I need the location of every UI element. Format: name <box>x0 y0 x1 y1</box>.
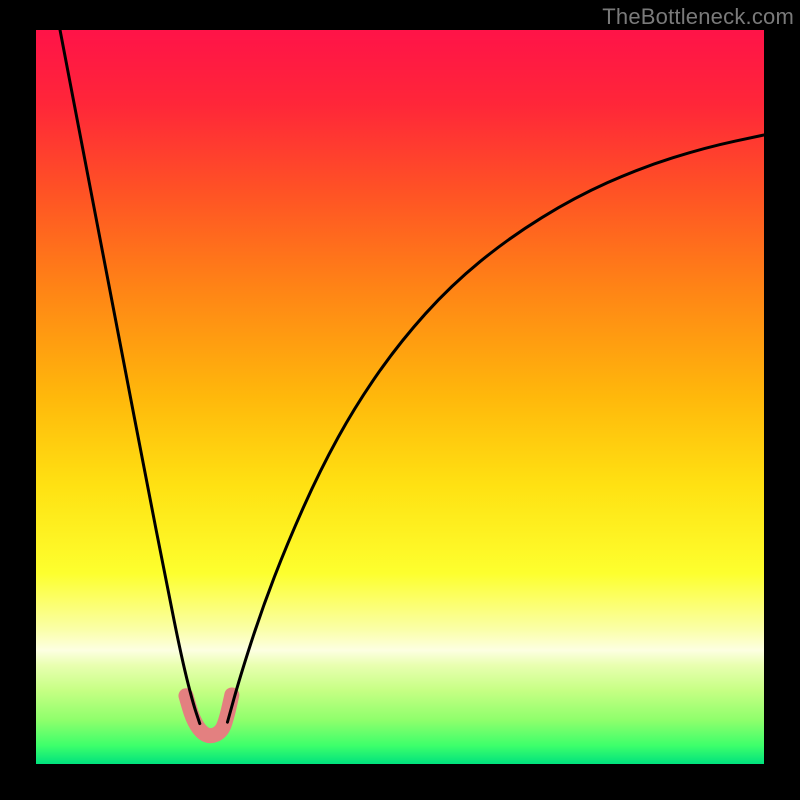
plot-svg <box>36 30 764 764</box>
plot-area <box>36 30 764 764</box>
chart-container: TheBottleneck.com <box>0 0 800 800</box>
gradient-background <box>36 30 764 764</box>
watermark-text: TheBottleneck.com <box>602 4 794 30</box>
